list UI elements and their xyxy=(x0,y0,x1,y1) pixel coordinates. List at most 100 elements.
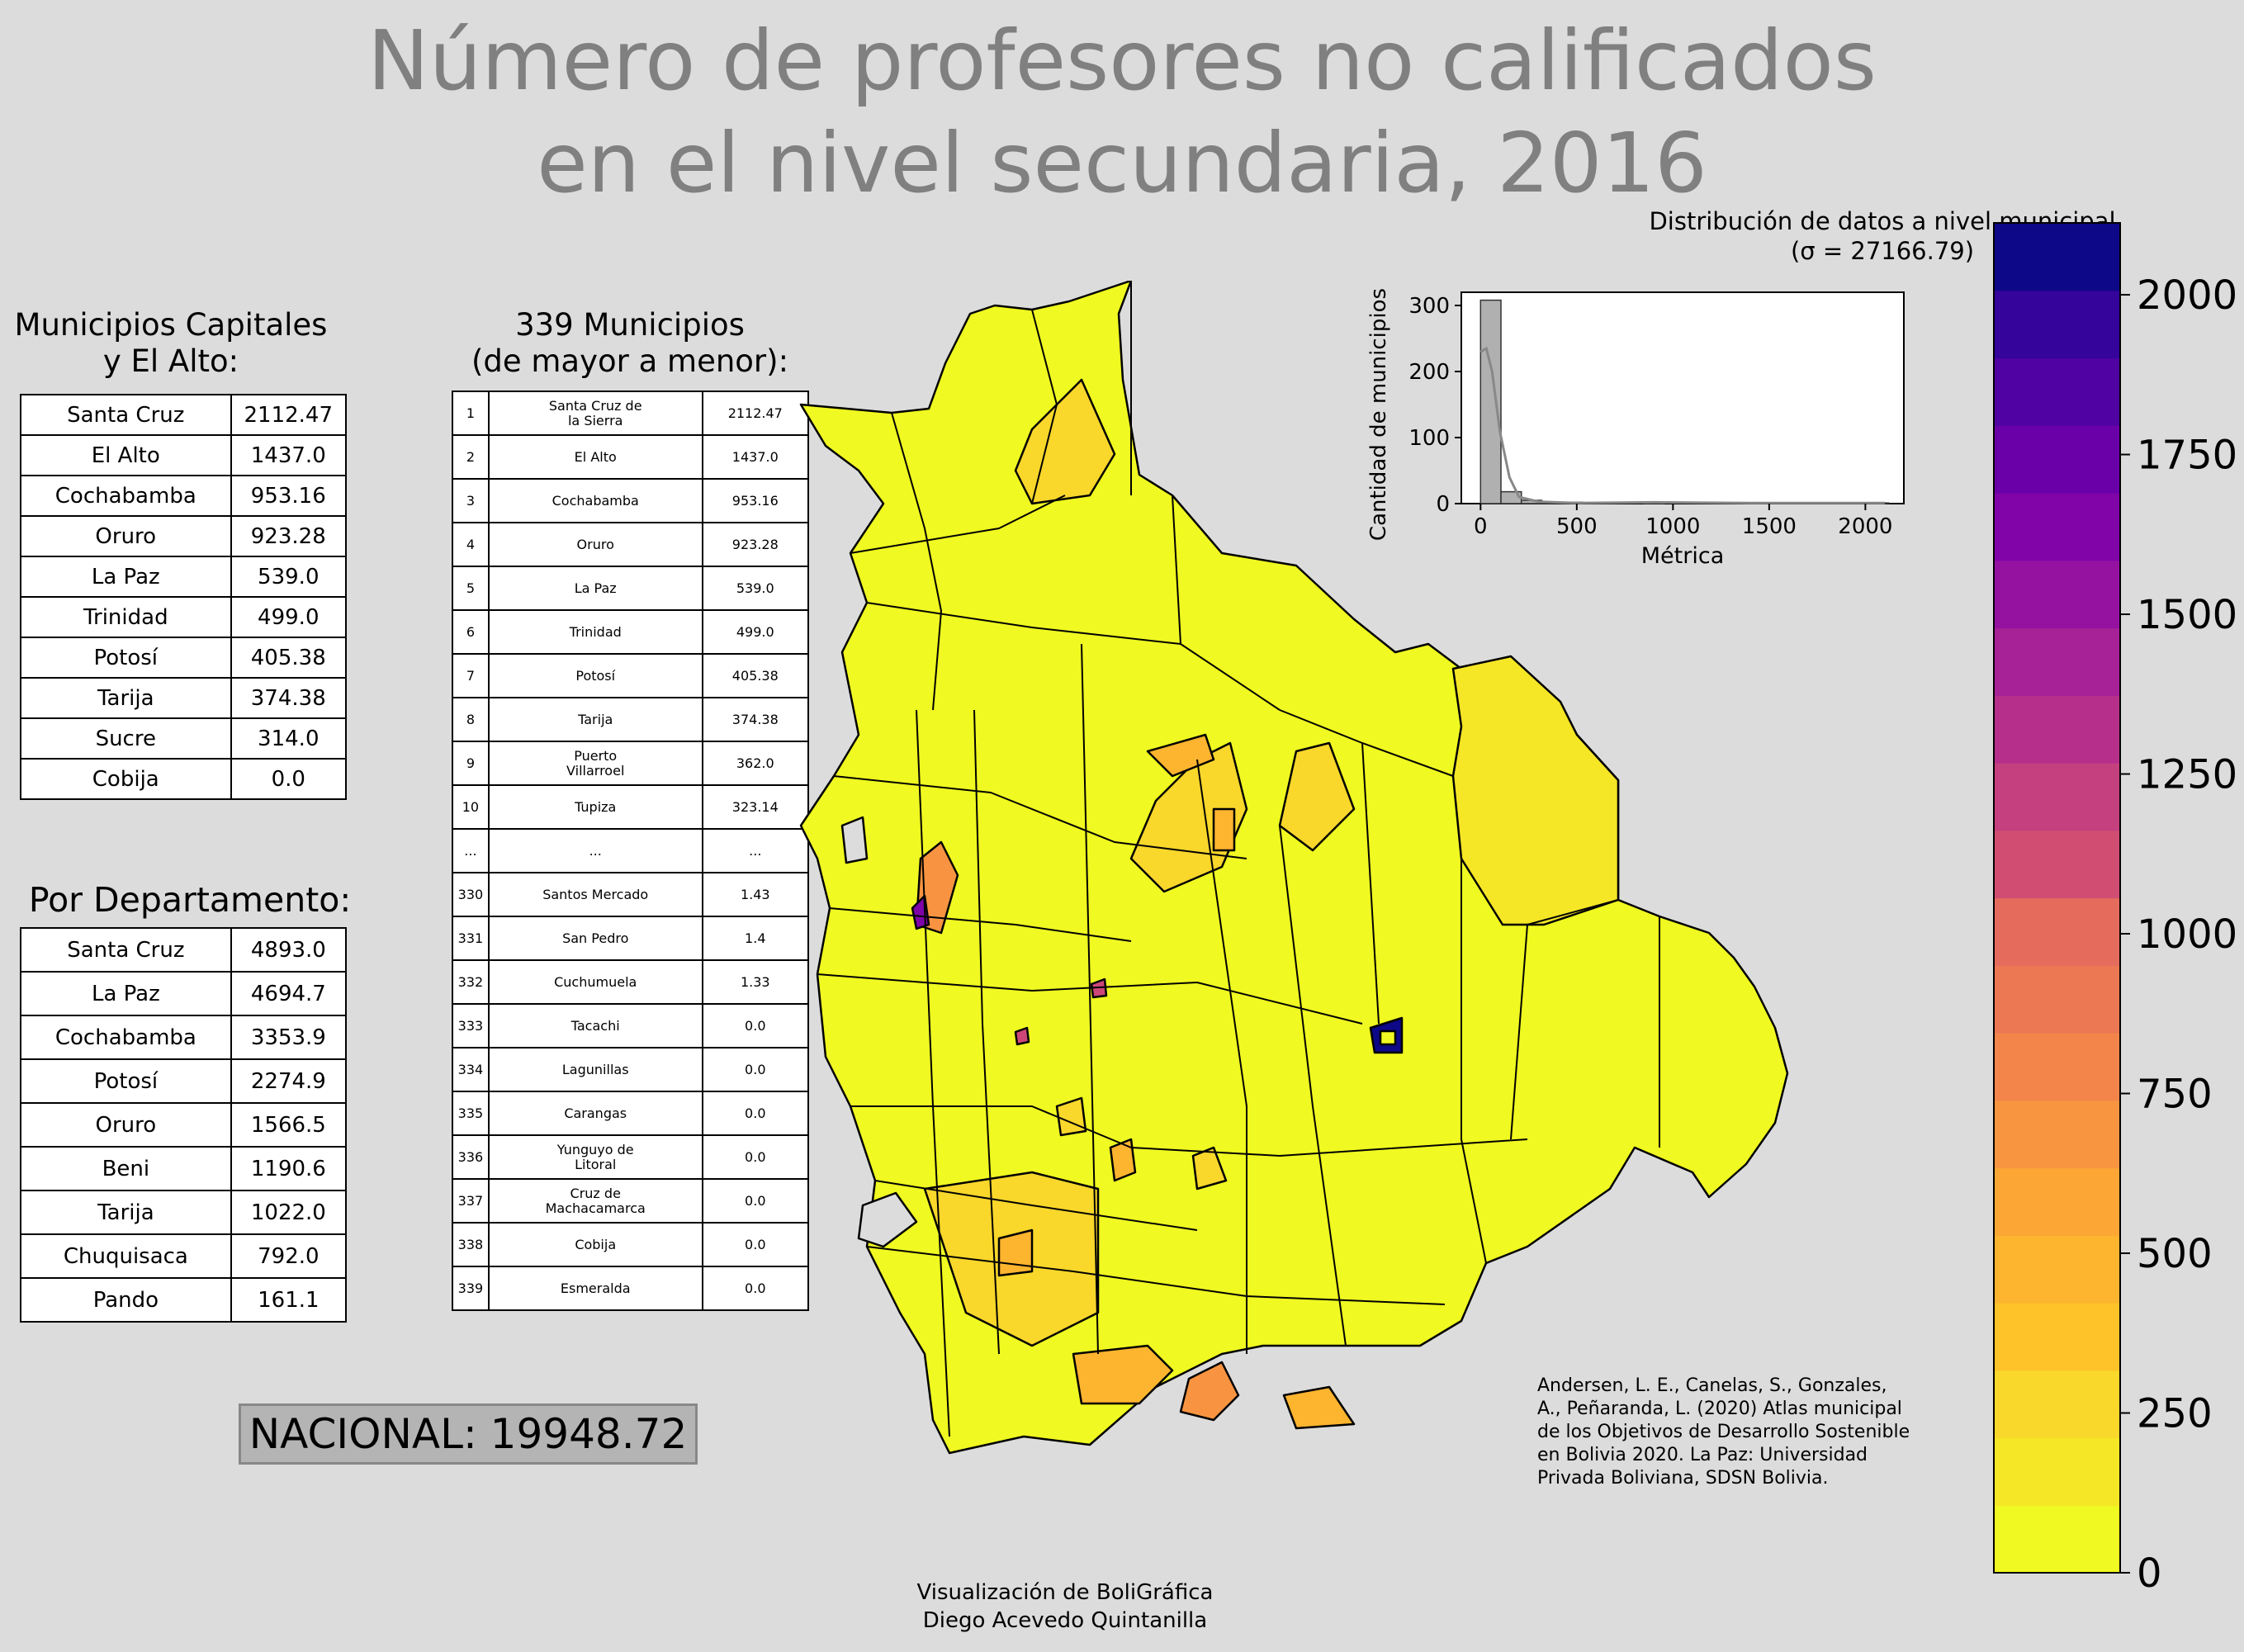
municipality-value: 1437.0 xyxy=(701,434,810,480)
department-value: 1022.0 xyxy=(230,1190,348,1235)
region-chiquitania xyxy=(1451,655,1620,926)
title-line-1: Número de profesores no calificados xyxy=(367,12,1877,109)
colorbar-segment xyxy=(1994,1303,2120,1371)
municipality-name-line-1: Oruro xyxy=(576,536,614,552)
table-row: 332 Cuchumuela 1.33 xyxy=(452,959,810,1005)
colorbar-segment xyxy=(1994,1235,2120,1304)
municipality-name: El Alto xyxy=(487,434,703,480)
table-row: ......... xyxy=(452,828,810,873)
colorbar-segment xyxy=(1994,763,2120,831)
credit: Visualización de BoliGráfica Diego Aceve… xyxy=(826,1579,1304,1635)
municipality-name-line-1: Cobija xyxy=(575,1236,617,1252)
colorbar-tick-label: 1000 xyxy=(2137,911,2237,958)
municipality-name: Cobija xyxy=(487,1222,703,1267)
colorbar-segment xyxy=(1994,897,2120,966)
municipality-name: Cochabamba xyxy=(487,478,703,523)
table-row: 4 Oruro 923.28 xyxy=(452,522,810,567)
table-row: 335 Carangas 0.0 xyxy=(452,1091,810,1136)
rank-number: 2 xyxy=(452,434,490,480)
histogram-plot-area xyxy=(1460,291,1905,504)
rank-number: 10 xyxy=(452,784,490,830)
municipality-value: 953.16 xyxy=(701,478,810,523)
histogram-subtitle: (σ = 27166.79) xyxy=(1790,237,1975,265)
municipality-name: Potosí xyxy=(487,653,703,698)
municipality-name: Esmeralda xyxy=(487,1266,703,1311)
municipality-name-line-1: Lagunillas xyxy=(561,1061,629,1077)
map-outline xyxy=(799,281,1789,1455)
table-row: Potosí 2274.9 xyxy=(20,1058,348,1104)
capital-value: 0.0 xyxy=(230,758,348,800)
capital-name: Santa Cruz xyxy=(20,394,232,436)
rank-number: 336 xyxy=(452,1134,490,1180)
capital-value: 2112.47 xyxy=(230,394,348,436)
capital-value: 499.0 xyxy=(230,596,348,638)
table-row: 336 Yunguyo de Litoral 0.0 xyxy=(452,1134,810,1180)
municipality-name-line-1: San Pedro xyxy=(562,930,629,946)
table-row: Oruro 923.28 xyxy=(20,515,348,557)
x-tick-label: 1500 xyxy=(1742,514,1797,539)
municipality-name-line-1: La Paz xyxy=(574,580,617,596)
municipality-value: 1.4 xyxy=(701,916,810,961)
department-value: 4893.0 xyxy=(230,927,348,973)
salar-de-uyuni xyxy=(857,1191,918,1248)
capitals-heading: Municipios Capitales y El Alto: xyxy=(0,307,342,380)
y-tick-label: 0 xyxy=(1436,492,1450,517)
table-row: El Alto 1437.0 xyxy=(20,434,348,476)
municipality-value: 323.14 xyxy=(701,784,810,830)
title-line-2: en el nivel secundaria, 2016 xyxy=(537,115,1707,211)
boundary-line xyxy=(866,1246,1446,1305)
table-row: Pando 161.1 xyxy=(20,1277,348,1323)
municipality-value: 923.28 xyxy=(701,522,810,567)
colorbar-tick-label: 1250 xyxy=(2137,752,2237,798)
municipality-value: 0.0 xyxy=(701,1134,810,1180)
colorbar-segment xyxy=(1994,357,2120,426)
x-axis-label: Métrica xyxy=(1641,543,1725,569)
region-yacuiba xyxy=(1282,1385,1356,1430)
y-axis-label: Cantidad de municipios xyxy=(1366,288,1391,541)
municipality-value: 0.0 xyxy=(701,1178,810,1224)
municipality-name: ... xyxy=(487,828,703,873)
region-potosi-city xyxy=(1109,1138,1137,1182)
department-name: Chuquisaca xyxy=(20,1233,232,1279)
boundary-line xyxy=(973,709,1000,1355)
rank-number: 332 xyxy=(452,959,490,1005)
municipality-value: 499.0 xyxy=(701,609,810,655)
capital-name: La Paz xyxy=(20,556,232,598)
municipality-name-line-1: Santos Mercado xyxy=(542,886,649,902)
colorbar-segment xyxy=(1994,223,2120,291)
boundary-line xyxy=(866,602,1281,711)
rank-number: 1 xyxy=(452,391,490,436)
ranking-table: 1 Santa Cruz de la Sierra 2112.47 2 El Alto 14… xyxy=(452,391,810,1311)
municipality-name: Tacachi xyxy=(487,1003,703,1048)
table-row: Cochabamba 3353.9 xyxy=(20,1015,348,1060)
rank-number: 333 xyxy=(452,1003,490,1048)
boundary-line xyxy=(1031,309,1058,504)
table-row: La Paz 539.0 xyxy=(20,556,348,598)
municipality-value: 0.0 xyxy=(701,1047,810,1092)
municipality-value: 0.0 xyxy=(701,1266,810,1311)
boundary-line xyxy=(1510,899,1619,1140)
boundary-line xyxy=(874,1180,1198,1231)
department-value: 4694.7 xyxy=(230,971,348,1016)
table-row: 1 Santa Cruz de la Sierra 2112.47 xyxy=(452,391,810,436)
y-tick-label: 100 xyxy=(1408,426,1450,451)
table-row: La Paz 4694.7 xyxy=(20,971,348,1016)
municipality-name-line-1: Cruz de xyxy=(570,1185,621,1201)
municipality-name-line-1: Cuchumuela xyxy=(554,973,637,990)
boundary-line xyxy=(891,412,942,711)
boundary-line xyxy=(850,495,1066,554)
rank-number: 339 xyxy=(452,1266,490,1311)
municipality-value: 0.0 xyxy=(701,1091,810,1136)
colorbar-frame xyxy=(1993,222,2121,1574)
region-tarija xyxy=(1179,1361,1240,1422)
colorbar-segment xyxy=(1994,1437,2120,1506)
colorbar-segment xyxy=(1994,695,2120,764)
rank-number: 334 xyxy=(452,1047,490,1092)
capital-name: Trinidad xyxy=(20,596,232,638)
boundary-line xyxy=(817,973,1363,1025)
municipality-name-line-1: El Alto xyxy=(574,448,617,465)
municipality-name-line-1: Tarija xyxy=(578,711,613,727)
rank-number: 7 xyxy=(452,653,490,698)
municipality-name-line-1: ... xyxy=(589,842,602,859)
region-oruro xyxy=(1014,1026,1030,1046)
